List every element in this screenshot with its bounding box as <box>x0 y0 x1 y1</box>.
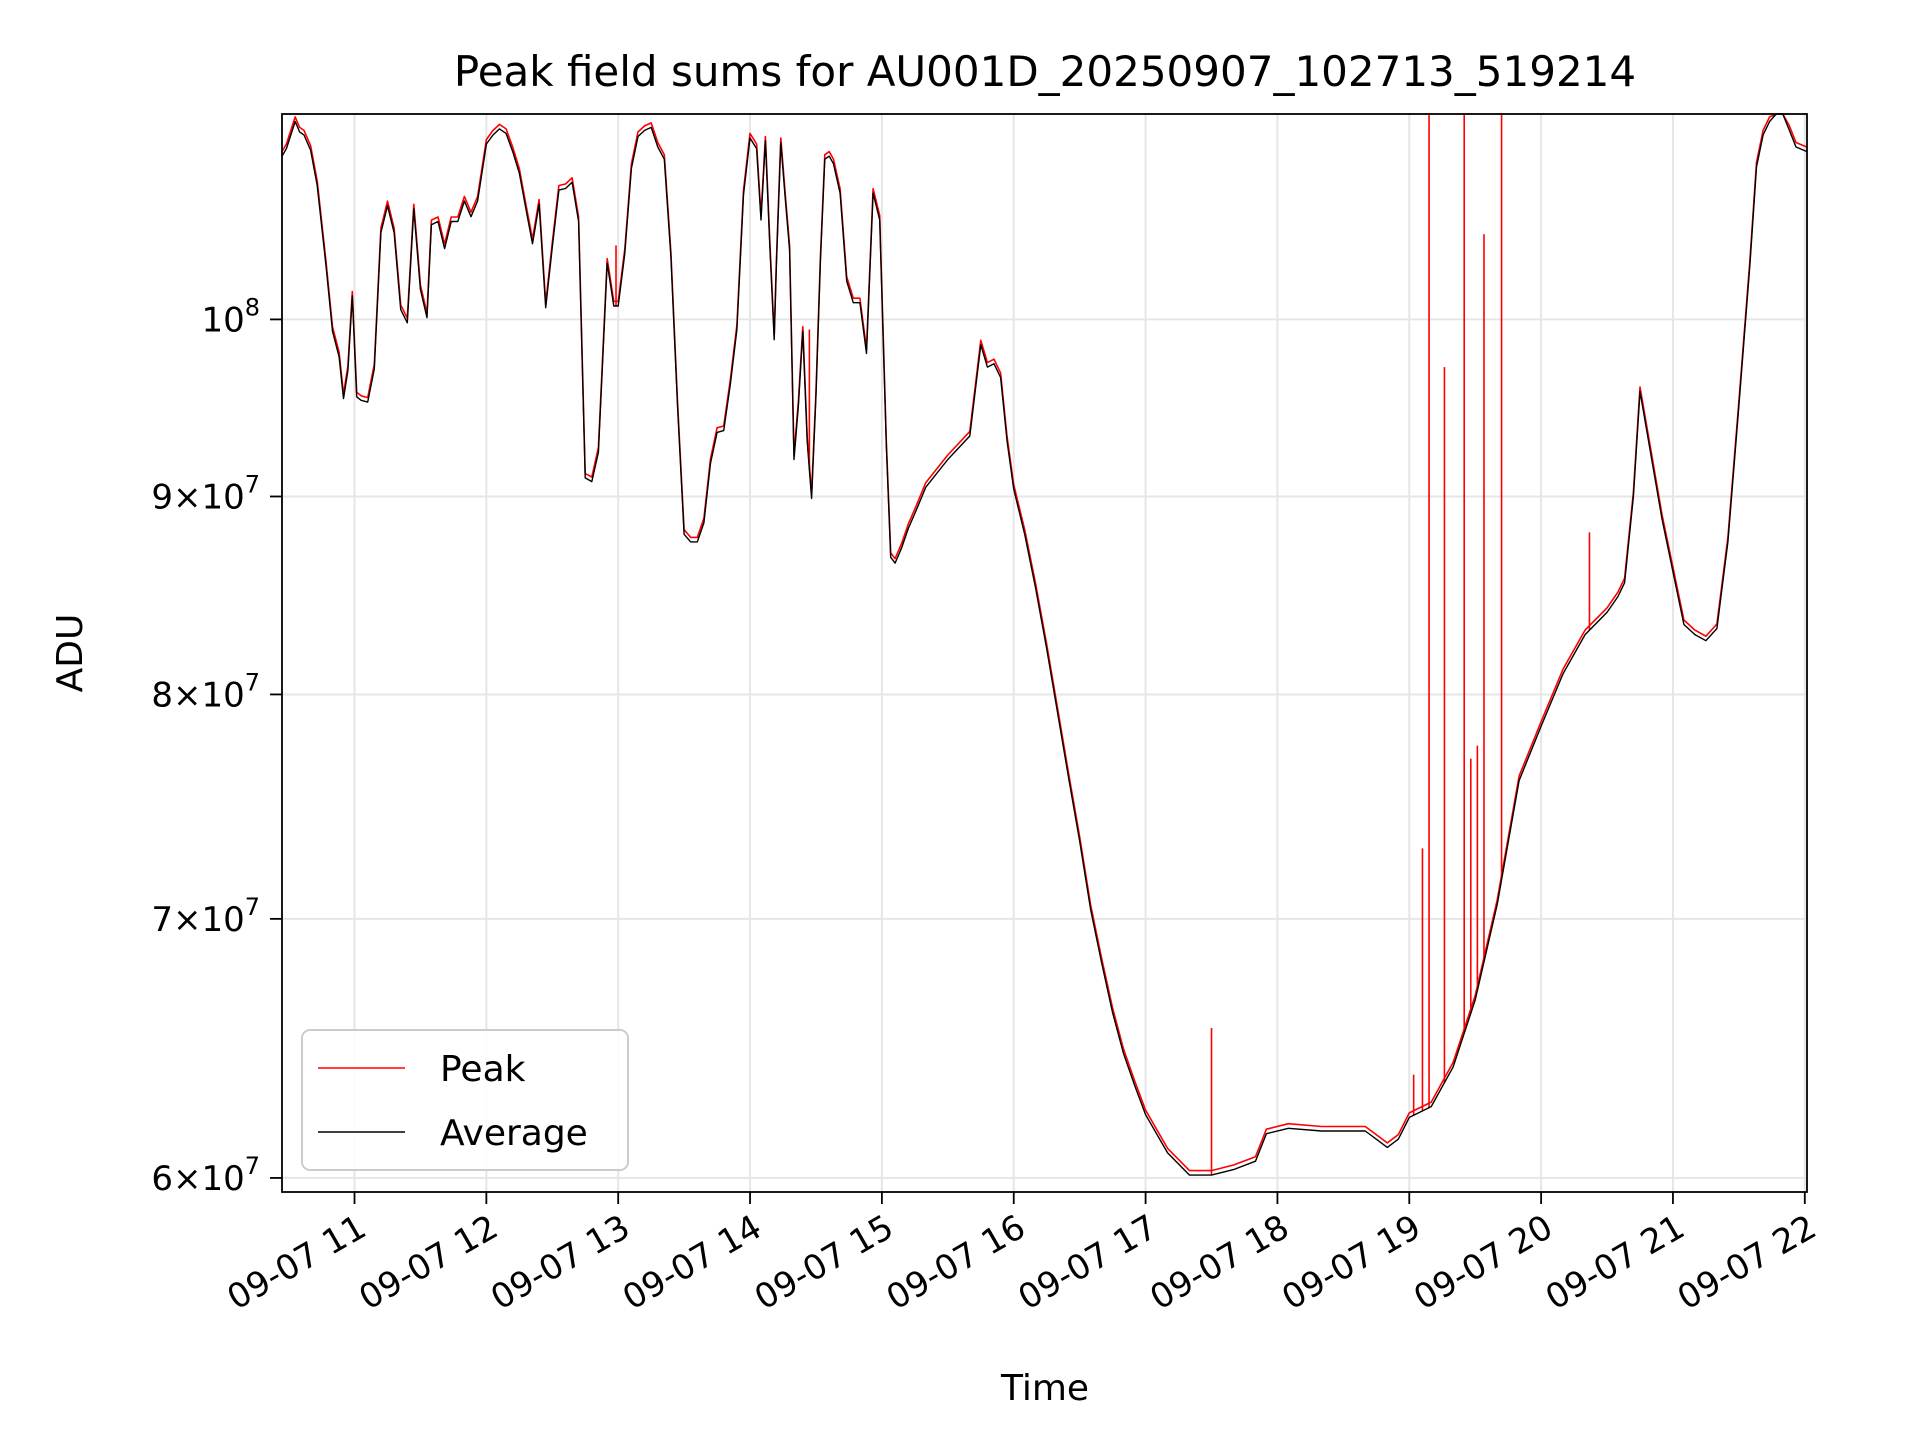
y-tick-label: 108 <box>201 293 260 340</box>
y-axis-ticks: 6×107 7×107 8×107 9×107 108 <box>151 293 282 1199</box>
plot-frame <box>281 113 1808 1193</box>
legend-peak-label: Peak <box>440 1049 526 1090</box>
peak-spikes <box>615 114 1591 1176</box>
grid <box>282 114 1807 1192</box>
y-tick-label: 7×107 <box>151 893 260 940</box>
chart-title: Peak field sums for AU001D_20250907_1027… <box>454 47 1636 96</box>
y-axis-label: ADU <box>50 614 91 693</box>
legend: Peak Average <box>301 1029 629 1171</box>
y-tick-label: 8×107 <box>151 668 260 715</box>
y-tick-label: 9×107 <box>151 470 260 517</box>
average-series-line <box>281 113 1808 1176</box>
legend-box <box>301 1029 629 1171</box>
x-axis-label: Time <box>1000 1368 1089 1409</box>
legend-average-label: Average <box>440 1113 588 1154</box>
y-tick-label: 6×107 <box>151 1152 260 1199</box>
plot-area <box>281 113 1808 1176</box>
